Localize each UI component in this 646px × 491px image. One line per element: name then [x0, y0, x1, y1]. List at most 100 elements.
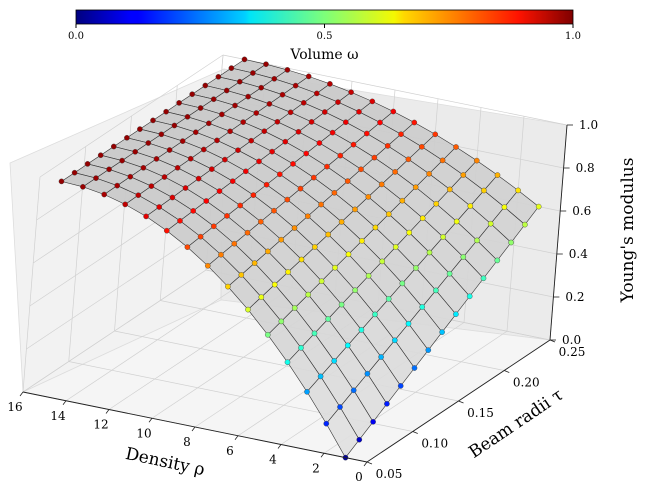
data-point — [313, 90, 320, 97]
data-point — [253, 110, 260, 116]
data-point — [310, 174, 317, 181]
y-tick-mark — [366, 461, 373, 465]
data-point — [269, 148, 275, 155]
data-point — [279, 91, 286, 98]
gridline — [222, 54, 568, 126]
data-point — [331, 358, 338, 364]
data-point — [324, 163, 330, 170]
data-point — [184, 244, 191, 250]
data-point — [305, 291, 312, 298]
data-point — [335, 99, 341, 105]
data-point — [350, 141, 357, 148]
data-point — [231, 240, 238, 247]
x-tick-mark — [62, 400, 67, 405]
data-point — [419, 304, 426, 310]
data-point — [352, 206, 358, 213]
data-point — [453, 144, 459, 150]
data-point — [411, 119, 418, 126]
z-tick-label: 1.0 — [579, 118, 598, 132]
data-point — [342, 119, 349, 125]
data-point — [122, 201, 128, 208]
data-point — [287, 109, 294, 116]
data-point — [413, 265, 419, 271]
data-point — [405, 320, 412, 327]
y-axis-label: Beam radii τ — [465, 385, 567, 463]
data-point — [219, 111, 225, 118]
data-point — [197, 105, 204, 111]
data-point — [250, 192, 257, 198]
gridline — [26, 226, 210, 350]
data-point — [377, 119, 383, 126]
data-point — [263, 61, 269, 67]
x-tick-label: 12 — [93, 418, 108, 432]
data-point — [187, 155, 194, 162]
data-point — [317, 373, 324, 380]
x-tick-label: 16 — [7, 400, 22, 414]
data-point — [71, 169, 78, 176]
data-point — [372, 311, 378, 318]
data-point — [145, 140, 152, 146]
data-point — [251, 260, 258, 266]
data-point — [282, 138, 289, 145]
data-point — [337, 404, 343, 410]
data-point — [278, 318, 285, 325]
x-tick-mark — [320, 453, 325, 458]
data-point — [208, 166, 215, 172]
data-point — [182, 185, 189, 191]
data-point — [258, 294, 265, 300]
data-point — [432, 131, 439, 138]
data-point — [356, 109, 362, 115]
data-point — [290, 161, 296, 167]
data-point — [392, 244, 399, 250]
data-point — [405, 156, 412, 163]
y-tick-label: 0.15 — [467, 406, 494, 420]
z-tick-label: 0.2 — [565, 290, 584, 304]
data-point — [225, 283, 231, 290]
data-point — [481, 187, 487, 194]
data-point — [227, 128, 233, 135]
data-point — [363, 130, 370, 137]
x-tick-mark — [277, 444, 282, 449]
x-tick-label: 2 — [312, 461, 320, 475]
data-point — [323, 420, 330, 427]
data-point — [369, 98, 376, 105]
data-point — [222, 156, 228, 163]
data-point — [348, 89, 354, 95]
x-tick-mark — [234, 435, 239, 440]
gridline — [22, 176, 41, 393]
data-point — [344, 178, 351, 184]
data-point — [433, 287, 439, 294]
colorbar: 0.0 0.5 1.0 Volume ω — [68, 9, 581, 63]
data-point — [392, 169, 398, 175]
data-point — [331, 189, 338, 196]
x-tick-mark — [19, 391, 24, 397]
data-point — [426, 170, 432, 177]
data-point — [161, 174, 168, 180]
data-point — [205, 120, 212, 127]
data-point — [398, 131, 404, 137]
data-point — [308, 119, 315, 125]
z-tick-label: 0.8 — [576, 161, 595, 175]
data-point — [378, 181, 385, 188]
data-point — [473, 157, 480, 164]
data-point — [508, 239, 514, 246]
data-point — [200, 146, 207, 153]
data-point — [460, 254, 467, 260]
data-point — [276, 171, 283, 178]
data-point — [241, 56, 248, 63]
data-point — [216, 188, 223, 194]
data-point — [189, 91, 195, 97]
data-point — [140, 164, 147, 171]
data-point — [291, 305, 298, 311]
x-tick-label: 6 — [226, 444, 234, 458]
x-tick-mark — [191, 426, 196, 432]
data-point — [229, 178, 236, 184]
data-point — [344, 342, 351, 349]
data-point — [284, 196, 291, 203]
data-point — [371, 154, 378, 161]
data-point — [365, 194, 372, 200]
data-point — [232, 102, 238, 109]
z-axis-ticks: 0.0 0.2 0.4 0.6 0.8 1.0 — [550, 118, 598, 347]
data-point — [325, 316, 331, 322]
